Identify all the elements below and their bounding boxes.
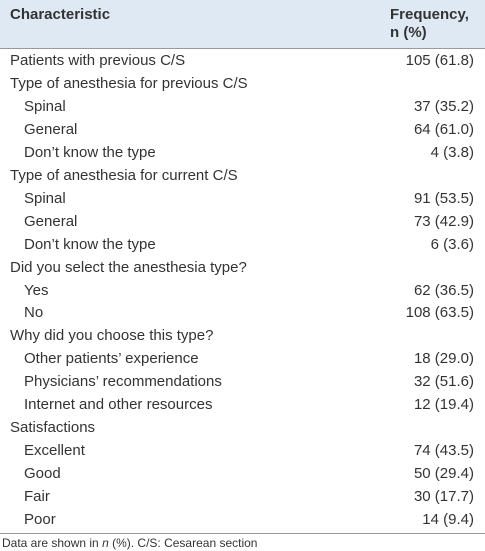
row-value: 4 (3.8): [430, 143, 474, 161]
row-subitem: Physicians’ recommendations: [24, 373, 222, 391]
row-subitem: Yes: [24, 281, 49, 299]
row-subitem: Type of anesthesia for current C/S: [10, 166, 238, 184]
row-subitem: Spinal: [24, 97, 66, 115]
table: Characteristic Frequency, n (%) Patients…: [0, 0, 485, 534]
column-header: Characteristic: [10, 6, 111, 23]
table-header: Characteristic Frequency, n (%): [0, 0, 485, 49]
row-subitem: Internet and other resources: [24, 396, 213, 414]
row-subitem: Spinal: [24, 189, 66, 207]
row-value: 64 (61.0): [413, 120, 474, 138]
row-value: 32 (51.6): [413, 373, 474, 391]
row-subitem: Did you select the anesthesia type?: [10, 258, 247, 276]
row-value: 18 (29.0): [413, 350, 474, 368]
row-value: 6 (3.6): [430, 235, 474, 253]
row-subitem: Patients with previous C/S: [10, 52, 186, 69]
row-subitem: General: [24, 120, 78, 138]
row-subitem: Fair: [24, 488, 50, 506]
row-subitem: Poor: [24, 511, 56, 528]
row-value: 50 (29.4): [413, 465, 474, 483]
row-value: 91 (53.5): [413, 189, 474, 207]
row-subitem: Excellent: [24, 442, 85, 460]
row-value: 30 (17.7): [413, 488, 474, 506]
row-subitem: Type of anesthesia for previous C/S: [10, 74, 248, 92]
row-value: 73 (42.9): [413, 212, 474, 230]
footnote-text: Data are shown in: [2, 536, 103, 550]
row-subitem: Don’t know the type: [24, 143, 156, 161]
row-value: 108 (63.5): [405, 304, 474, 322]
row-value: 12 (19.4): [413, 396, 474, 414]
row-value: 62 (36.5): [413, 281, 474, 299]
footnote: Data are shown in n (%). C/S: Cesarean s…: [2, 535, 257, 551]
row-subitem: Why did you choose this type?: [10, 327, 214, 345]
row-subitem: General: [24, 212, 78, 230]
row-value: 14 (9.4): [422, 511, 474, 528]
row-subitem: No: [24, 304, 44, 322]
row-subitem: Don’t know the type: [24, 235, 156, 253]
row-value: 105 (61.8): [405, 52, 474, 69]
column-header: Frequency, n (%): [390, 6, 469, 41]
row-value: 74 (43.5): [413, 442, 474, 460]
row-value: 37 (35.2): [413, 97, 474, 115]
footnote-text: (%). C/S: Cesarean section: [108, 536, 258, 550]
row-subitem: Satisfactions: [10, 419, 96, 437]
row-subitem: Good: [24, 465, 61, 483]
footnote-text: n: [102, 536, 109, 550]
row-subitem: Other patients’ experience: [24, 350, 199, 368]
